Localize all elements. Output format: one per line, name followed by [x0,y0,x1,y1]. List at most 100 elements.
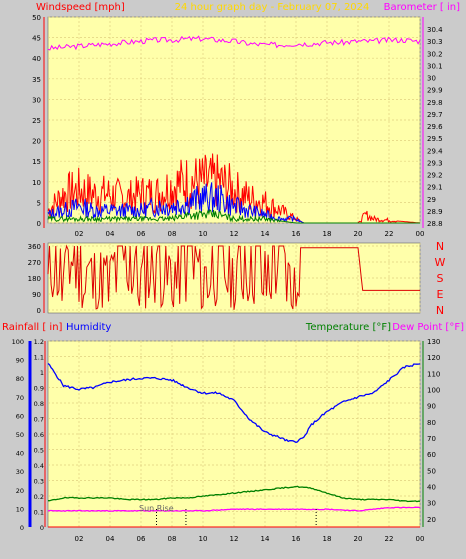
temperature-tick-label: 70 [427,435,436,443]
barometer-tick-label: 29.8 [427,99,443,107]
rainfall-tick-label: 0.5 [34,447,44,455]
wind-x-tick-label: 12 [230,230,239,238]
temperature-tick-label: 90 [427,403,436,411]
humidity-tick-label: 10 [16,505,24,513]
direction-tick-label: 0 [37,307,41,315]
barometer-tick-label: 29.9 [427,87,443,95]
rain-x-tick-label: 20 [354,535,363,543]
wind-x-tick-label: 10 [199,230,208,238]
barometer-tick-label: 29.2 [427,172,443,180]
wind-barometer-grid [48,16,421,224]
rain-x-tick-label: 04 [106,535,115,543]
barometer-tick-label: 29 [427,196,436,204]
barometer-tick-label: 28.8 [427,220,443,228]
barometer-tick-label: 29.1 [427,184,443,192]
rain-x-tick-label: 14 [261,535,270,543]
barometer-tick-label: 30 [427,75,436,83]
barometer-tick-label: 29.3 [427,159,443,167]
temperature-tick-label: 100 [427,387,440,395]
direction-series [47,244,420,310]
direction-tick-labels: 0 90 180 270 360 [28,243,41,315]
rainfall-tick-label: 1.1 [34,354,44,362]
windspeed-tick-label: 45 [32,35,41,43]
barometer-line [47,35,421,51]
windspeed-tick-label: 0 [37,220,41,228]
wind-x-tick-labels: 02 04 06 08 10 12 14 16 18 20 22 00 [75,230,425,238]
rainfall-legend-label: Rainfall [ in] [2,322,63,333]
rainfall-tick-label: 0.2 [34,493,44,501]
humidity-tick-label: 30 [16,468,24,476]
humidity-tick-label: 20 [16,487,24,495]
windspeed-tick-label: 10 [32,179,41,187]
wind-low-line [47,208,420,224]
humidity-tick-label: 50 [16,431,24,439]
direction-tick-label: 360 [28,243,41,251]
wind-x-tick-label: 00 [416,230,425,238]
wind-x-tick-label: 02 [75,230,84,238]
humidity-tick-label: 70 [16,394,24,402]
windspeed-tick-label: 15 [32,158,41,166]
rain-x-tick-label: 08 [168,535,177,543]
windspeed-tick-label: 50 [32,14,41,22]
rain-x-tick-label: 02 [75,535,84,543]
wind-x-tick-label: 14 [261,230,270,238]
barometer-tick-label: 29.7 [427,111,443,119]
rainfall-tick-label: 0.4 [34,462,44,470]
rain-x-tick-label: 06 [137,535,146,543]
sun-rise-label: Sun Rise [139,504,174,513]
temperature-tick-label: 120 [427,354,440,362]
barometer-tick-label: 29.5 [427,135,443,143]
humidity-line [47,362,421,444]
windspeed-tick-label: 5 [37,199,41,207]
windspeed-tick-label: 30 [32,96,41,104]
compass-label: N [436,304,444,317]
rain-x-tick-label: 12 [230,535,239,543]
rainfall-tick-label: 0.8 [34,400,44,408]
humidity-tick-label: 90 [16,357,24,365]
barometer-tick-label: 28.9 [427,208,443,216]
humidity-tick-label: 60 [16,412,24,420]
rainfall-tick-label: 1.2 [34,338,44,346]
humidity-tick-labels: 0 10 20 30 40 50 60 70 80 90 100 [12,338,24,532]
barometer-tick-label: 29.6 [427,123,443,131]
wind-x-tick-label: 22 [385,230,394,238]
temperature-tick-label: 30 [427,500,436,508]
wind-x-tick-label: 04 [106,230,115,238]
rain-x-tick-labels: 02 04 06 08 10 12 14 16 18 20 22 00 [75,535,425,543]
barometer-tick-labels: 28.8 28.9 29 29.1 29.2 29.3 29.4 29.5 29.6 29.7 29… [427,26,443,228]
rainfall-tick-label: 0.6 [34,431,44,439]
barometer-tick-label: 29.4 [427,147,443,155]
compass-label: N [436,240,444,253]
rainfall-tick-label: 0.1 [34,509,44,517]
direction-tick-label: 270 [28,259,41,267]
wind-x-tick-label: 08 [168,230,177,238]
wind-series [47,35,421,224]
wind-direction-line [47,244,420,310]
compass-label: E [437,288,444,301]
graph-title: 24 hour graph day - February 07, 2024 [175,2,370,13]
humidity-tick-label: 0 [20,524,24,532]
humidity-tick-label: 80 [16,375,24,383]
windspeed-tick-label: 20 [32,138,41,146]
rain-x-tick-label: 22 [385,535,394,543]
direction-tick-label: 90 [32,291,41,299]
wind-x-tick-label: 06 [137,230,146,238]
temperature-tick-label: 50 [427,467,436,475]
dewpoint-line [47,506,421,512]
rainfall-tick-labels: 0 0.1 0.2 0.3 0.4 0.5 0.6 0.7 0.8 0.9 1 1.1 1.2 [34,338,44,532]
temperature-tick-label: 80 [427,419,436,427]
temperature-tick-label: 20 [427,516,436,524]
rain-x-tick-label: 16 [292,535,301,543]
barometer-tick-label: 30.2 [427,50,443,58]
temperature-line [48,485,420,503]
windspeed-tick-labels: 0 5 10 15 20 25 30 35 40 45 50 [32,14,41,228]
compass-label: S [437,272,444,285]
temperature-tick-label: 130 [427,338,440,346]
windspeed-tick-label: 25 [32,117,41,125]
humidity-tick-label: 100 [12,338,24,346]
rainfall-tick-label: 0 [40,524,44,532]
